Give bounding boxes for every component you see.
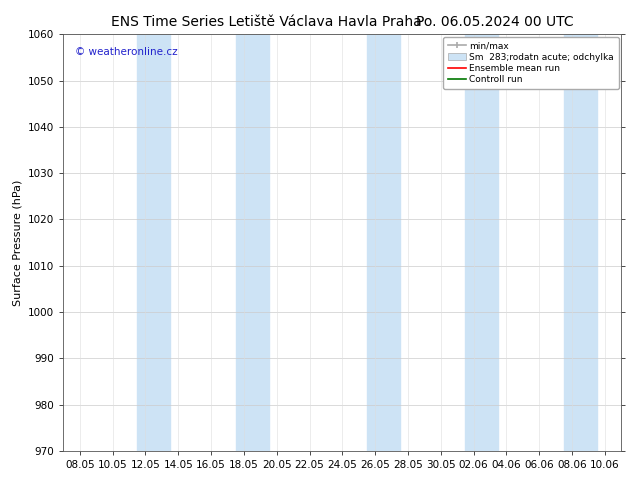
Bar xyxy=(137,34,170,451)
Text: Po. 06.05.2024 00 UTC: Po. 06.05.2024 00 UTC xyxy=(416,15,573,29)
Text: © weatheronline.cz: © weatheronline.cz xyxy=(75,47,177,57)
Bar xyxy=(367,34,400,451)
Bar xyxy=(236,34,269,451)
Legend: min/max, Sm  283;rodatn acute; odchylka, Ensemble mean run, Controll run: min/max, Sm 283;rodatn acute; odchylka, … xyxy=(443,37,619,89)
Bar xyxy=(564,34,597,451)
Text: ENS Time Series Letiště Václava Havla Praha: ENS Time Series Letiště Václava Havla Pr… xyxy=(111,15,422,29)
Y-axis label: Surface Pressure (hPa): Surface Pressure (hPa) xyxy=(13,179,23,306)
Bar xyxy=(465,34,498,451)
